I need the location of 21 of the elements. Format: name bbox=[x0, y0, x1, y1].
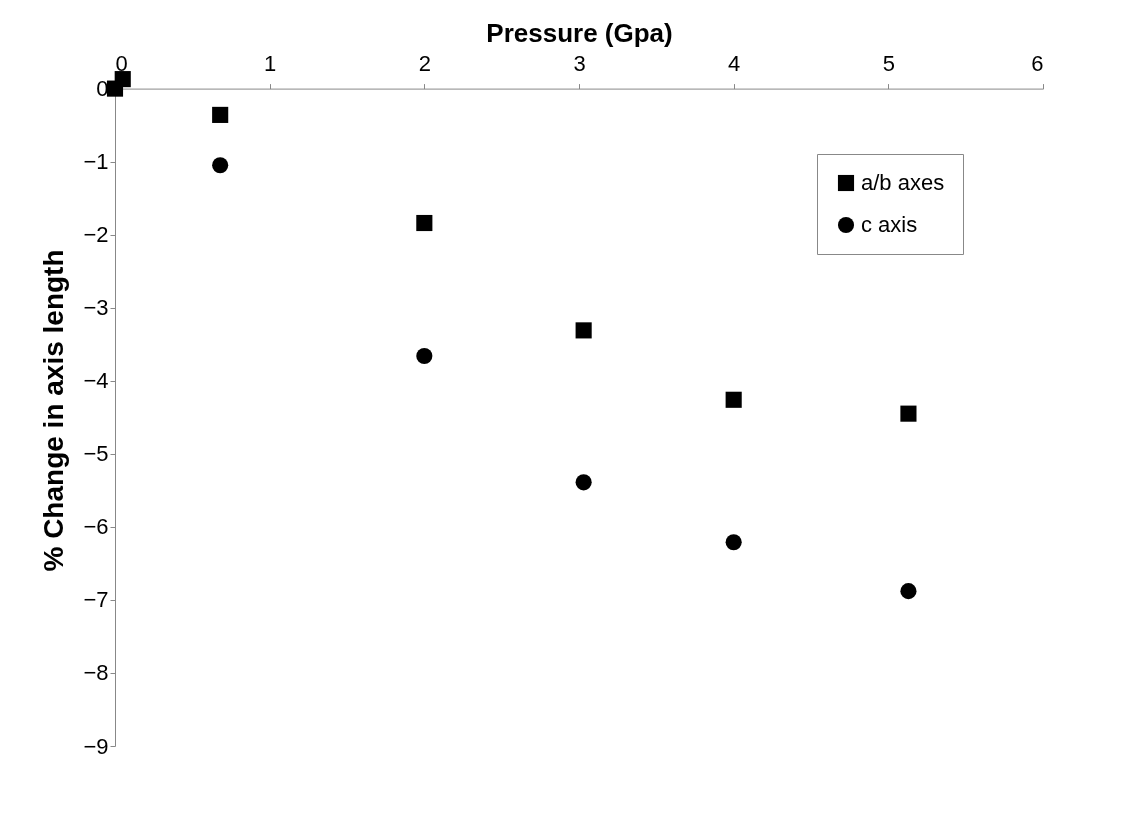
y-tick-label: 0 bbox=[96, 76, 109, 102]
x-tick-label: 3 bbox=[573, 51, 586, 77]
y-tick-label: −4 bbox=[83, 368, 109, 394]
legend-label: a/b axes bbox=[861, 170, 945, 195]
y-tick-label: −1 bbox=[83, 149, 109, 175]
y-tick-label: −9 bbox=[83, 733, 109, 759]
x-tick-label: 0 bbox=[115, 51, 128, 77]
legend-label: c axis bbox=[861, 212, 918, 237]
y-tick-label: −2 bbox=[83, 222, 109, 248]
x-tick-label: 6 bbox=[1031, 51, 1044, 77]
y-tick-label: −6 bbox=[83, 514, 109, 540]
x-tick-label: 5 bbox=[882, 51, 895, 77]
y-tick-label: −8 bbox=[83, 660, 109, 686]
x-tick-label: 1 bbox=[264, 51, 277, 77]
y-axis-title: % Change in axis length bbox=[38, 249, 70, 572]
y-tick-label: −7 bbox=[83, 587, 109, 613]
x-tick-label: 4 bbox=[728, 51, 741, 77]
y-tick-label: −3 bbox=[83, 295, 109, 321]
y-tick-label: −5 bbox=[83, 441, 109, 467]
x-axis-title: Pressure (Gpa) bbox=[486, 18, 673, 49]
x-tick-label: 2 bbox=[418, 51, 431, 77]
